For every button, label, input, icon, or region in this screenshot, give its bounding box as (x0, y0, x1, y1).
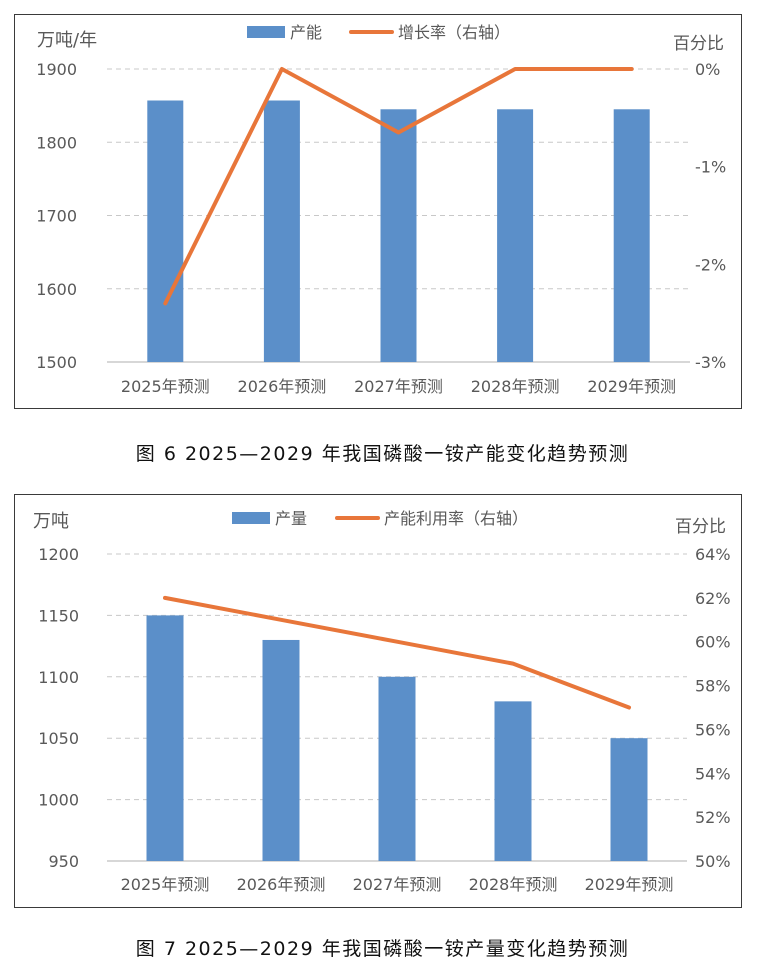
legend-label-line: 增长率（右轴） (398, 23, 510, 42)
y-axis-title-right: 百分比 (675, 517, 726, 537)
chart-1-caption: 图 6 2025—2029 年我国磷酸一铵产能变化趋势预测 (135, 443, 630, 465)
y-tick-label-left: 1200 (38, 545, 79, 564)
y-tick-label-left: 1900 (36, 60, 77, 79)
legend-swatch-bar (232, 512, 270, 524)
x-tick-label: 2029年预测 (585, 875, 674, 894)
x-tick-label: 2027年预测 (354, 377, 443, 396)
y-tick-label-right: -3% (695, 353, 726, 372)
chart-1-frame: 1500 1600 1700 1800 1900 -3% -2% -1% 0% 万吨/年 百分比 20… (14, 14, 742, 409)
y-axis-title-left: 万吨/年 (37, 30, 97, 51)
x-tick-label: 2029年预测 (587, 377, 676, 396)
legend-swatch-bar (247, 26, 285, 38)
bar (263, 100, 300, 362)
y-tick-label-right: 50% (695, 852, 731, 871)
y-tick-label-left: 1500 (36, 353, 77, 372)
y-tick-label-left: 1700 (36, 207, 77, 226)
x-tick-label: 2027年预测 (353, 875, 442, 894)
y-tick-label-left: 950 (48, 852, 79, 871)
y-tick-label-right: 60% (695, 633, 731, 652)
legend-label-bar: 产能 (290, 23, 322, 42)
y-tick-label-right: 56% (695, 720, 731, 739)
y-tick-label-right: -2% (695, 255, 726, 274)
y-tick-label-right: -1% (695, 158, 726, 177)
bar (610, 738, 648, 861)
bar (613, 109, 650, 362)
x-tick-label: 2026年预测 (238, 377, 327, 396)
bar (494, 701, 532, 861)
chart-2-frame: 950 1000 1050 1100 1150 1200 50% 52% 54% 56% 58% 60… (14, 494, 742, 908)
bar (378, 676, 416, 861)
y-tick-label-left: 1000 (38, 791, 79, 810)
y-tick-label-right: 52% (695, 808, 731, 827)
x-tick-label: 2026年预测 (237, 875, 326, 894)
bar (147, 100, 184, 362)
x-tick-label: 2028年预测 (471, 377, 560, 396)
chart-2-caption: 图 7 2025—2029 年我国磷酸一铵产量变化趋势预测 (135, 938, 630, 960)
y-tick-label-left: 1150 (38, 606, 79, 625)
y-tick-label-left: 1100 (38, 668, 79, 687)
chart-1-svg: 1500 1600 1700 1800 1900 -3% -2% -1% 0% 万吨/年 百分比 20… (36, 23, 726, 396)
y-tick-label-left: 1600 (36, 280, 77, 299)
chart-2-svg: 950 1000 1050 1100 1150 1200 50% 52% 54% 56% 58% 60… (33, 509, 731, 894)
y-tick-label-left: 1800 (36, 133, 77, 152)
y-tick-label-left: 1050 (38, 729, 79, 748)
bar (497, 109, 534, 362)
x-tick-label: 2028年预测 (469, 875, 558, 894)
legend-label-line: 产能利用率（右轴） (384, 509, 528, 528)
bar (146, 615, 184, 861)
x-tick-label: 2025年预测 (121, 377, 210, 396)
y-tick-label-right: 54% (695, 764, 731, 783)
y-tick-label-right: 62% (695, 589, 731, 608)
y-axis-title-right: 百分比 (673, 34, 724, 54)
x-tick-label: 2025年预测 (121, 875, 210, 894)
bar (380, 109, 417, 362)
y-tick-label-right: 64% (695, 545, 731, 564)
bar (262, 639, 300, 861)
y-tick-label-right: 58% (695, 677, 731, 696)
y-axis-title-left: 万吨 (33, 511, 69, 532)
y-tick-label-right: 0% (695, 60, 720, 79)
legend-label-bar: 产量 (275, 509, 307, 528)
